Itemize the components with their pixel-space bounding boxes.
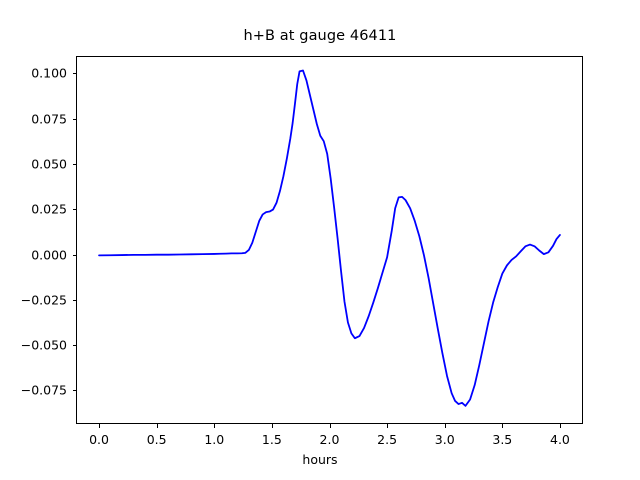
x-tick-label: 1.0 xyxy=(204,432,225,447)
x-axis-label: hours xyxy=(302,452,338,467)
y-tick-label: 0.075 xyxy=(31,111,67,127)
x-tick-mark xyxy=(502,424,504,428)
y-tick-label: 0.050 xyxy=(31,156,67,172)
x-tick-label: 2.5 xyxy=(377,432,398,447)
y-tick-mark xyxy=(72,209,76,211)
x-tick-mark xyxy=(329,424,331,428)
x-tick-label: 2.0 xyxy=(319,432,340,447)
y-tick-mark xyxy=(72,390,76,392)
y-tick-mark xyxy=(72,73,76,75)
y-tick-mark xyxy=(72,345,76,347)
x-tick-mark xyxy=(559,424,561,428)
y-tick-label: 0.100 xyxy=(31,65,67,81)
x-tick-label: 0.0 xyxy=(89,432,109,447)
x-tick-mark xyxy=(156,424,158,428)
x-tick-label: 3.5 xyxy=(492,432,513,447)
y-tick-mark xyxy=(72,163,76,165)
y-tick-label: −0.075 xyxy=(20,382,67,398)
y-tick-label: −0.025 xyxy=(20,292,67,308)
x-tick-label: 1.5 xyxy=(261,432,282,447)
series-h-plus-b-polyline xyxy=(98,69,561,407)
x-tick-label: 3.0 xyxy=(434,432,455,447)
x-tick-label: 4.0 xyxy=(550,432,570,447)
y-tick-label: 0.025 xyxy=(31,201,67,217)
y-tick-mark xyxy=(72,254,76,256)
x-tick-label: 0.5 xyxy=(146,432,167,447)
y-tick-label: −0.050 xyxy=(20,337,67,353)
y-tick-label: 0.000 xyxy=(31,247,67,262)
x-tick-mark xyxy=(387,424,389,428)
x-tick-mark xyxy=(444,424,446,428)
x-tick-mark xyxy=(99,424,101,428)
y-tick-mark xyxy=(72,299,76,301)
plot-area xyxy=(76,56,583,424)
plot-frame xyxy=(76,56,583,424)
data-line-series xyxy=(98,69,561,407)
x-tick-mark xyxy=(214,424,216,428)
y-tick-mark xyxy=(72,118,76,120)
chart-title: h+B at gauge 46411 xyxy=(243,28,397,44)
x-tick-mark xyxy=(271,424,273,428)
